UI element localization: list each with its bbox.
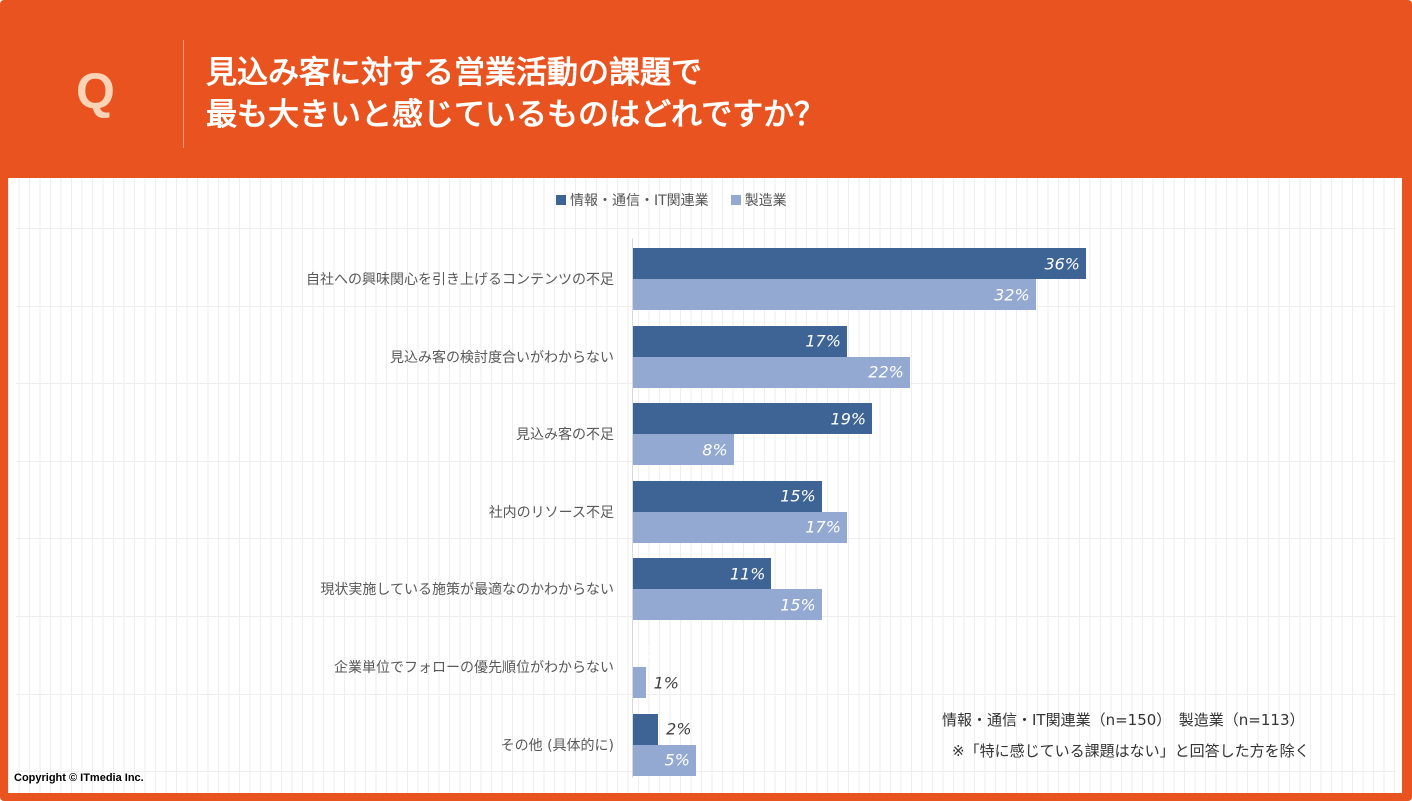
legend-label: 情報・通信・IT関連業 (570, 193, 709, 209)
legend: 情報・通信・IT関連業 製造業 (556, 190, 787, 210)
data-label: 36% (1044, 254, 1080, 273)
data-label: 2% (666, 719, 692, 739)
sample-note: 情報・通信・IT関連業（n=150） 製造業（n=113） (942, 711, 1305, 729)
data-label: 0% (635, 642, 661, 661)
bar-series-1 (633, 248, 1086, 279)
bar-series-2 (633, 356, 910, 388)
data-label: 11% (729, 564, 766, 584)
bar-series-1 (633, 558, 772, 590)
bar-series-2 (633, 589, 822, 621)
copyright: Copyright © ITmedia Inc. (14, 772, 144, 784)
data-label: 1% (653, 673, 679, 692)
data-label: 32% (994, 285, 1030, 304)
bar-series-1 (633, 713, 659, 745)
gridline (16, 693, 1396, 695)
data-label: 17% (805, 517, 841, 537)
data-label: 19% (830, 409, 867, 429)
title-line-2: 最も大きいと感じているものはどれですか？ (206, 97, 826, 133)
bar-series-2 (633, 667, 646, 698)
data-label: 5% (664, 750, 690, 770)
gridline (16, 228, 1396, 229)
bar-series-2 (633, 434, 734, 466)
legend-label: 製造業 (744, 193, 787, 209)
category-label: 見込み客の検討度合いがわからない (390, 349, 614, 366)
data-label: 8% (702, 440, 728, 460)
bar-series-1 (633, 403, 873, 435)
y-axis-line (632, 238, 633, 778)
data-label: 15% (780, 595, 816, 615)
divider (183, 40, 184, 148)
data-label: 15% (780, 486, 816, 506)
legend-item-2: 製造業 (730, 190, 787, 210)
bar-series-2 (633, 279, 1036, 310)
bar-series-2 (633, 511, 847, 543)
data-label: 17% (805, 331, 841, 351)
exclusion-note: ※「特に感じている課題はない」と回答した方を除く (952, 742, 1310, 760)
title-line-1: 見込み客に対する営業活動の課題で (206, 55, 702, 91)
q-mark: Q (76, 63, 115, 119)
category-label: その他 (具体的に) (500, 737, 614, 754)
legend-swatch (556, 195, 566, 205)
bar-series-1 (633, 325, 847, 357)
legend-item-1: 情報・通信・IT関連業 (556, 190, 709, 210)
legend-swatch (730, 195, 741, 205)
category-label: 現状実施している施策が最適なのかわからない (320, 582, 614, 599)
bar-series-2 (633, 744, 696, 776)
category-label: 社内のリソース不足 (488, 504, 614, 521)
bar-series-1 (633, 480, 822, 512)
data-label: 22% (868, 362, 904, 382)
gridline (16, 771, 1396, 773)
category-label: 企業単位でフォローの優先順位がわからない (334, 660, 614, 676)
page-title: 見込み客に対する営業活動の課題で 最も大きいと感じているものはどれですか？ (206, 52, 825, 136)
category-label: 自社への興味関心を引き上げるコンテンツの不足 (306, 272, 614, 288)
category-label: 見込み客の不足 (516, 427, 614, 444)
